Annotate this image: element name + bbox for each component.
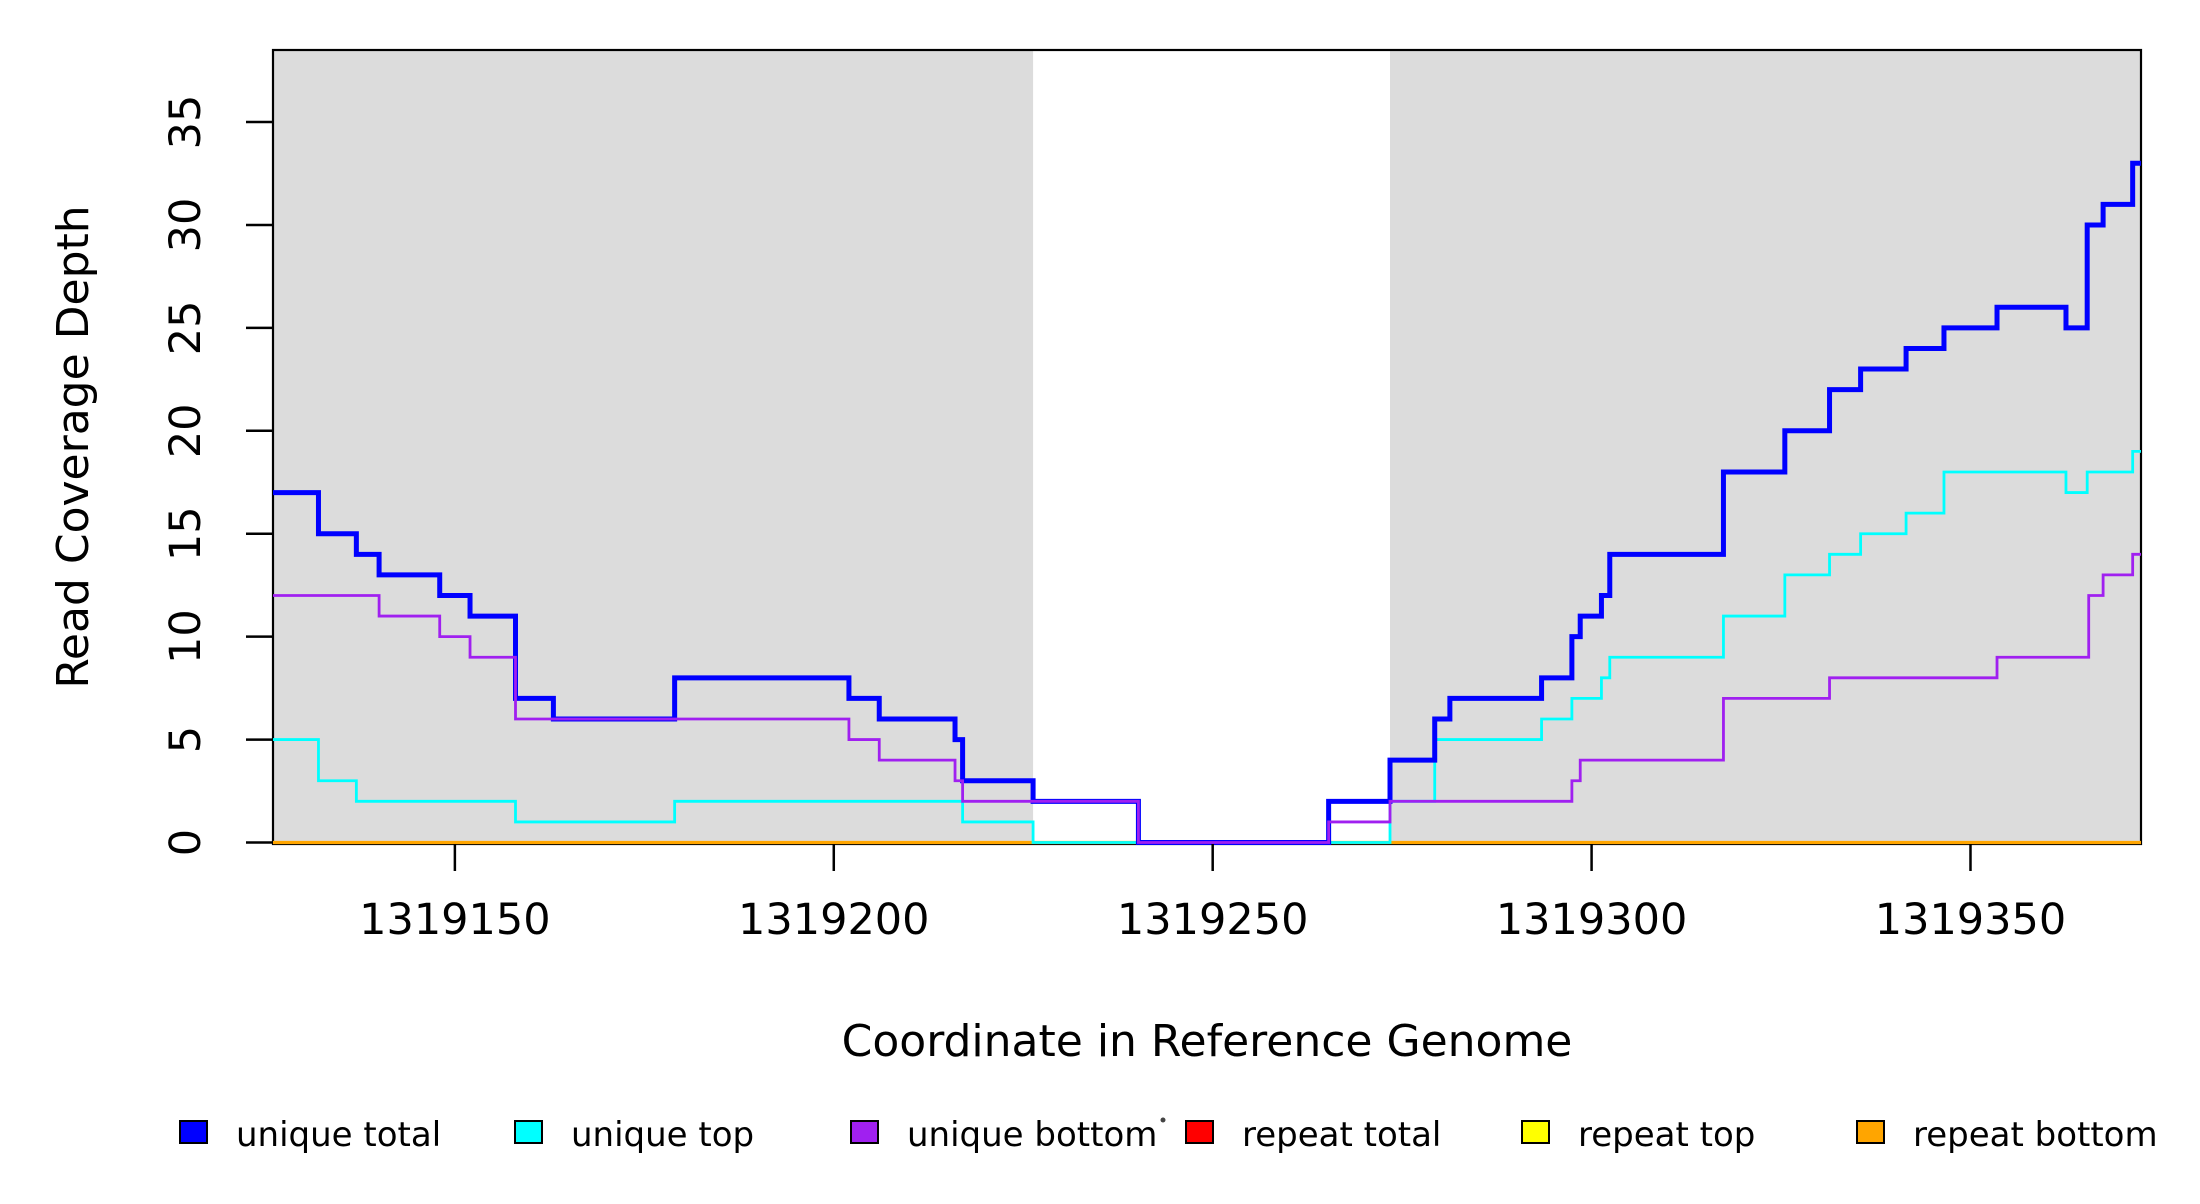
x-tick-label: 1319200 xyxy=(738,895,930,945)
coverage-series-lines xyxy=(273,160,2141,845)
legend-stray-dot xyxy=(1160,1117,1166,1123)
x-tick-label: 1319150 xyxy=(359,895,551,945)
legend-swatch-repeat-top xyxy=(1521,1120,1550,1144)
series-line-unique-bottom xyxy=(273,552,2141,844)
x-axis-title: Coordinate in Reference Genome xyxy=(842,1016,1573,1067)
legend-item-unique-bottom: unique bottom xyxy=(850,1115,1157,1155)
legend-item-unique-total: unique total xyxy=(179,1115,441,1155)
x-tick-label: 1319300 xyxy=(1496,895,1688,945)
legend-item-repeat-total: repeat total xyxy=(1185,1115,1441,1155)
y-tick-label: 20 xyxy=(161,403,211,458)
x-axis-ticks: 1319150 1319200 1319250 1319300 1319350 xyxy=(359,844,2066,945)
y-axis-title: Read Coverage Depth xyxy=(48,205,99,688)
y-tick-label: 25 xyxy=(161,301,211,356)
legend-item-unique-top: unique top xyxy=(514,1115,754,1155)
legend-swatch-unique-bottom xyxy=(850,1120,879,1144)
legend-swatch-unique-top xyxy=(514,1120,543,1144)
legend-label: unique top xyxy=(571,1115,754,1155)
repeat-region-band xyxy=(1390,49,2141,845)
x-tick-label: 1319250 xyxy=(1117,895,1309,945)
y-tick-label: 15 xyxy=(161,506,211,561)
y-tick-label: 35 xyxy=(161,95,211,150)
legend-swatch-unique-total xyxy=(179,1120,208,1144)
legend-swatch-repeat-bottom xyxy=(1856,1120,1885,1144)
x-tick-label: 1319350 xyxy=(1875,895,2067,945)
repeat-region-band xyxy=(273,49,1034,845)
legend-label: repeat bottom xyxy=(1913,1115,2158,1155)
legend-swatch-repeat-total xyxy=(1185,1120,1214,1144)
y-axis-ticks: 0 5 10 15 20 25 30 35 xyxy=(161,95,273,856)
legend-label: repeat total xyxy=(1242,1115,1441,1155)
y-tick-label: 0 xyxy=(161,829,211,856)
legend-label: unique bottom xyxy=(907,1115,1157,1155)
legend-label: unique total xyxy=(236,1115,441,1155)
y-tick-label: 10 xyxy=(161,609,211,664)
legend: unique total unique top unique bottom repea… xyxy=(179,1115,2158,1155)
series-line-unique-top xyxy=(273,449,2141,844)
y-tick-label: 5 xyxy=(161,726,211,753)
legend-item-repeat-top: repeat top xyxy=(1521,1115,1755,1155)
legend-label: repeat top xyxy=(1578,1115,1755,1155)
repeat-region-shading xyxy=(273,49,2141,845)
y-tick-label: 30 xyxy=(161,198,211,253)
legend-item-repeat-bottom: repeat bottom xyxy=(1856,1115,2158,1155)
